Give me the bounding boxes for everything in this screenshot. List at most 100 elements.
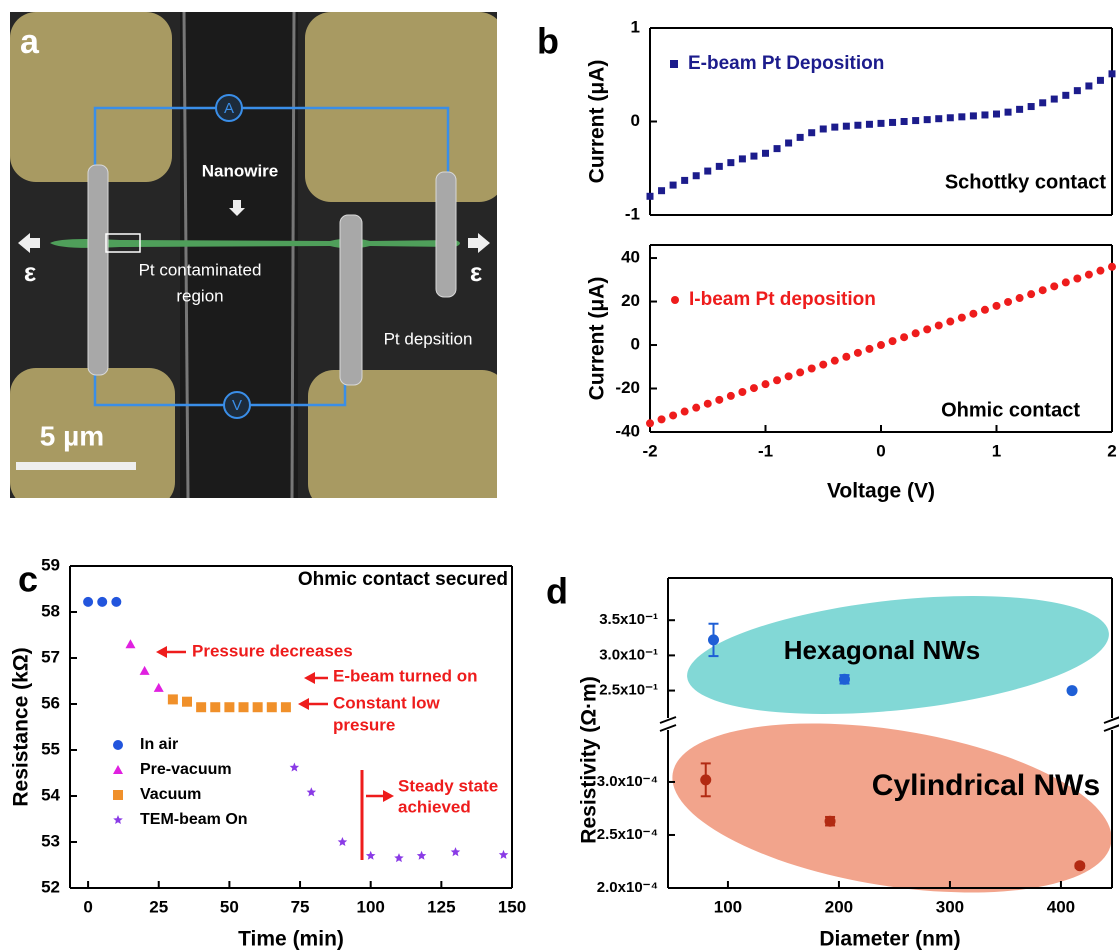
- data-point: [762, 380, 770, 388]
- x-tick-label: 75: [291, 897, 310, 916]
- data-point: [451, 847, 461, 856]
- data-point: [700, 774, 711, 785]
- data-point: [1016, 106, 1023, 113]
- x-tick-label: 150: [498, 897, 526, 916]
- data-point: [831, 124, 838, 131]
- data-point: [83, 597, 93, 607]
- data-point: [307, 787, 317, 796]
- pt-electrode: [340, 215, 362, 385]
- data-point: [981, 111, 988, 118]
- data-point: [889, 337, 897, 345]
- data-point: [1016, 294, 1024, 302]
- data-point: [1051, 96, 1058, 103]
- data-point: [281, 702, 291, 712]
- data-point: [878, 120, 885, 127]
- data-point: [1039, 286, 1047, 294]
- y-tick-label: 59: [41, 555, 60, 574]
- annotation: Schottky contact: [945, 171, 1106, 193]
- data-point: [825, 816, 836, 827]
- data-point: [239, 702, 249, 712]
- data-point: [1027, 290, 1035, 298]
- data-point: [1085, 82, 1092, 89]
- data-point: [773, 376, 781, 384]
- data-point: [843, 123, 850, 130]
- y-tick-label: 57: [41, 647, 60, 666]
- data-point: [708, 634, 719, 645]
- y-tick-label: 1: [631, 17, 640, 36]
- ammeter-label: A: [224, 100, 234, 117]
- legend-marker: [113, 740, 123, 750]
- data-point: [912, 329, 920, 337]
- data-point: [111, 597, 121, 607]
- strain-label: ε: [470, 257, 482, 287]
- x-tick-label: -2: [642, 441, 657, 460]
- data-point: [1073, 274, 1081, 282]
- data-point: [182, 697, 192, 707]
- data-point: [912, 117, 919, 124]
- data-point: [854, 349, 862, 357]
- nanowire-label: Nanowire: [202, 161, 279, 180]
- data-point: [785, 372, 793, 380]
- data-point: [969, 310, 977, 318]
- data-point: [935, 115, 942, 122]
- x-tick-label: 200: [825, 897, 853, 916]
- data-point: [924, 116, 931, 123]
- data-point: [646, 419, 654, 427]
- data-point: [125, 639, 135, 648]
- data-point: [499, 850, 509, 859]
- data-point: [267, 702, 277, 712]
- y-tick-label: 55: [41, 739, 60, 758]
- pad: [308, 370, 508, 510]
- data-point: [839, 674, 850, 685]
- annotation: achieved: [398, 797, 471, 816]
- annotation-arrowhead: [304, 672, 315, 684]
- data-point: [797, 134, 804, 141]
- sem-image: a Nanowire Pt contaminated region Pt dep…: [10, 12, 508, 510]
- x-tick-label: 25: [149, 897, 168, 916]
- data-point: [889, 119, 896, 126]
- y-tick-label: -1: [625, 204, 640, 223]
- y-tick-label: 54: [41, 785, 60, 804]
- data-point: [901, 118, 908, 125]
- data-point: [704, 168, 711, 175]
- deposition-label: Pt depsition: [384, 329, 473, 348]
- legend-marker: [671, 296, 679, 304]
- data-point: [1005, 109, 1012, 116]
- data-point: [1067, 685, 1078, 696]
- data-point: [738, 388, 746, 396]
- data-point: [394, 853, 404, 862]
- y-tick-label: 2.5x10⁻¹: [599, 682, 658, 699]
- y-tick-label: 3.0x10⁻⁴: [597, 773, 658, 790]
- y-tick-label: -20: [615, 378, 640, 397]
- data-point: [1004, 298, 1012, 306]
- annotation: Pressure decreases: [192, 641, 353, 660]
- data-point: [808, 365, 816, 373]
- x-tick-label: 400: [1047, 897, 1075, 916]
- annotation-arrowhead: [156, 646, 167, 658]
- region-label: Pt contaminated: [139, 260, 262, 279]
- data-point: [681, 177, 688, 184]
- data-point: [669, 411, 677, 419]
- group-ellipse: [661, 696, 1119, 920]
- x-tick-label: 100: [357, 897, 385, 916]
- annotation: Ohmic contact secured: [298, 569, 508, 590]
- data-point: [819, 361, 827, 369]
- scale-label: 5 µm: [40, 420, 104, 451]
- legend-label: Vacuum: [140, 786, 201, 803]
- annotation: presure: [333, 715, 395, 734]
- y-tick-label: -40: [615, 421, 640, 440]
- data-point: [1109, 70, 1116, 77]
- data-point: [658, 415, 666, 423]
- y-axis-title: Current (μA): [586, 277, 609, 401]
- data-point: [693, 172, 700, 179]
- y-tick-label: 20: [621, 291, 640, 310]
- data-point: [253, 702, 263, 712]
- data-point: [958, 113, 965, 120]
- x-tick-label: 100: [714, 897, 742, 916]
- annotation: Constant low: [333, 693, 440, 712]
- data-point: [1062, 92, 1069, 99]
- data-point: [168, 694, 178, 704]
- data-point: [842, 353, 850, 361]
- data-point: [923, 325, 931, 333]
- data-point: [338, 837, 348, 846]
